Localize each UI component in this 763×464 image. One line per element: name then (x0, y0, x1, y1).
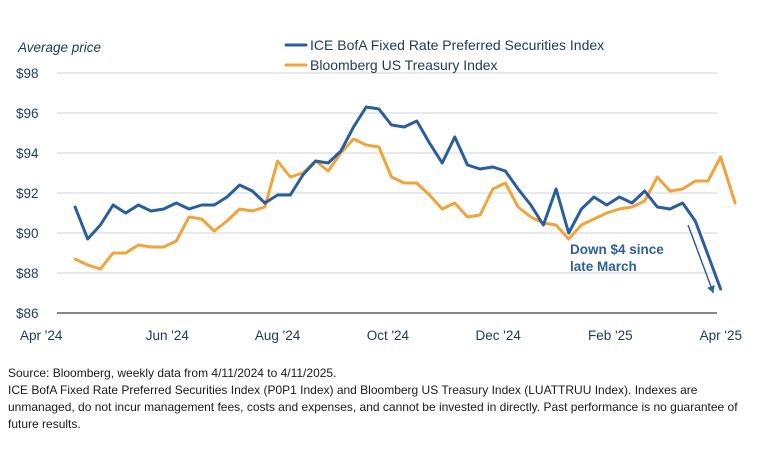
x-tick-label: Oct '24 (367, 328, 410, 343)
chart: $98 $96 $94 $92 $90 $88 $86 Apr '24 Jun '24 Aug … (16, 37, 742, 343)
annotation-arrow-line (687, 224, 715, 294)
annotation-line-1: Down $4 since (570, 242, 664, 257)
footnotes: Source: Bloomberg, weekly data from 4/11… (8, 365, 753, 433)
x-tick-label: Aug '24 (255, 328, 301, 343)
y-tick-label: $94 (16, 146, 39, 161)
legend: ICE BofA Fixed Rate Preferred Securities… (284, 37, 604, 73)
y-tick-label: $88 (16, 266, 39, 281)
y-tick-label: $98 (16, 66, 39, 81)
y-tick-label: $86 (16, 306, 39, 321)
legend-label-bloomberg-treasury: Bloomberg US Treasury Index (310, 57, 498, 73)
x-tick-label: Jun '24 (146, 328, 190, 343)
y-tick-label: $96 (16, 106, 39, 121)
disclaimer-note: ICE BofA Fixed Rate Preferred Securities… (8, 383, 738, 431)
annotation-arrowhead (707, 285, 715, 293)
x-axis-ticks: Apr '24 Jun '24 Aug '24 Oct '24 Dec '24 Feb '… (20, 328, 742, 343)
gridlines (57, 72, 717, 314)
x-tick-label: Apr '25 (700, 328, 742, 343)
y-axis-ticks: $98 $96 $94 $92 $90 $88 $86 (16, 66, 39, 321)
legend-label-ice-bofa: ICE BofA Fixed Rate Preferred Securities… (310, 37, 604, 53)
x-tick-label: Dec '24 (476, 328, 522, 343)
y-axis-title: Average price (17, 40, 101, 55)
annotation-line-2: late March (570, 259, 637, 274)
series-line-bloomberg-treasury (73, 137, 737, 271)
y-tick-label: $92 (16, 186, 39, 201)
annotation: Down $4 since late March (570, 224, 715, 294)
series-lines (73, 105, 737, 291)
x-tick-label: Apr '24 (20, 328, 63, 343)
x-tick-label: Feb '25 (588, 328, 633, 343)
source-note: Source: Bloomberg, weekly data from 4/11… (8, 366, 337, 380)
series-line-ice-bofa (73, 105, 723, 291)
y-tick-label: $90 (16, 226, 39, 241)
